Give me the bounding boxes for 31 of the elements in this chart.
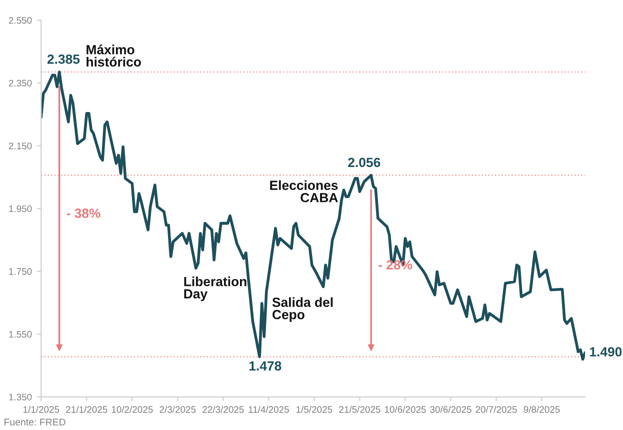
source-note: Fuente: FRED — [4, 418, 66, 426]
annotation: Salida del Cepo — [272, 297, 333, 322]
annotation: 1.490 — [590, 347, 622, 356]
x-tick-label: 9/8/2025 — [524, 406, 560, 413]
annotation: 2.056 — [348, 158, 380, 168]
annotation: Máximo histórico — [86, 44, 141, 67]
x-tick-label: 20/7/2025 — [476, 406, 517, 413]
y-tick-label: 1.750 — [9, 268, 32, 275]
ref-line-label: - 38% — [66, 208, 100, 218]
x-tick-label: 2/3/2025 — [160, 406, 196, 413]
y-tick-label: 2.550 — [8, 17, 32, 24]
y-tick-label: 2.150 — [8, 142, 32, 150]
annotation: Liberation Day — [184, 276, 246, 302]
x-tick-label: 30/6/2025 — [430, 406, 472, 413]
x-tick-label: 1/1/2025 — [23, 406, 60, 413]
x-tick-label: 21/5/2025 — [339, 406, 380, 413]
ref-line-label: - 28% — [378, 260, 412, 270]
annotation: 1.478 — [249, 361, 282, 371]
y-tick-label: 1.550 — [9, 330, 32, 338]
x-tick-label: 10/6/2025 — [384, 406, 426, 413]
x-tick-label: 1/5/2025 — [296, 406, 332, 413]
x-tick-label: 10/2/2025 — [112, 406, 153, 413]
y-tick-label: 2.350 — [8, 80, 32, 87]
annotation: 2.385 — [47, 54, 80, 64]
x-tick-label: 11/4/2025 — [248, 406, 289, 413]
x-tick-label: 22/3/2025 — [202, 406, 244, 413]
y-tick-label: 1.350 — [9, 394, 32, 400]
y-tick-label: 1.950 — [9, 205, 32, 212]
x-tick-label: 21/1/2025 — [66, 406, 108, 413]
line-series — [41, 70, 585, 361]
annotation: Elecciones CABA — [270, 180, 338, 202]
